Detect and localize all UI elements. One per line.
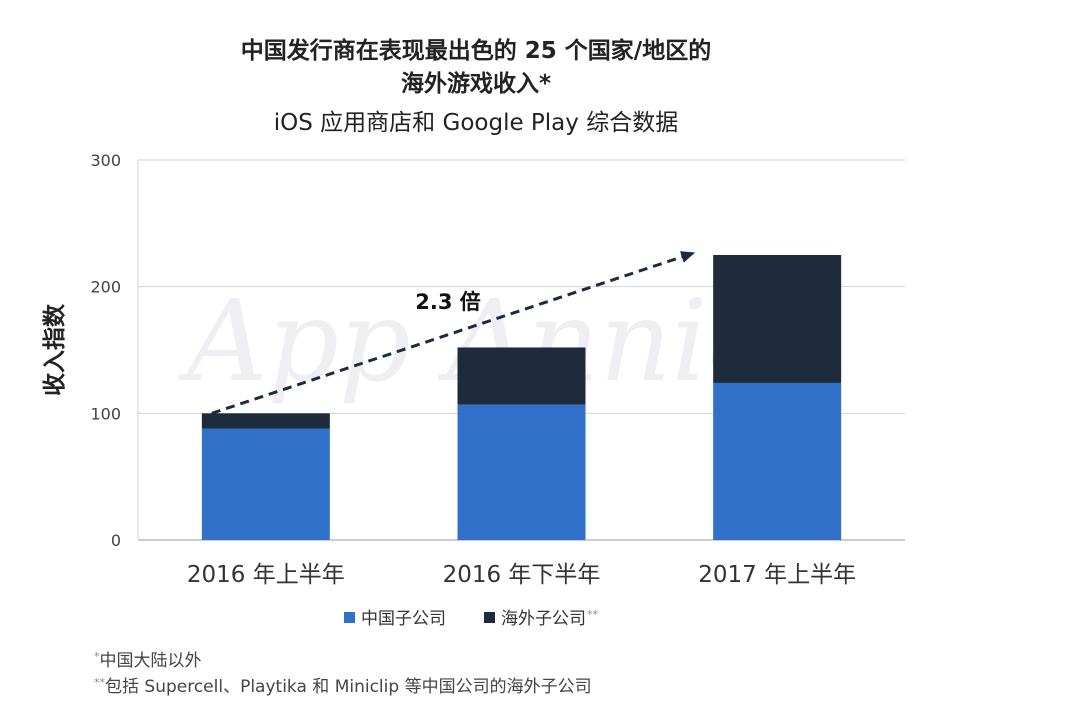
x-tick-label-2: 2017 年上半年 [698,562,856,588]
bar-0-0 [201,428,330,540]
legend-label-0: 中国子公司 [361,609,446,629]
legend-label-1: 海外子公司 [501,609,586,629]
bar-1-0 [201,413,330,429]
annotation: 2.3 倍 [211,251,696,415]
chart-title-line-1: 中国发行商在表现最出色的 25 个国家/地区的 [241,37,711,64]
annotation-label: 2.3 倍 [415,290,481,314]
footnote-2-mark: ** [94,676,106,689]
footnote-2-text: 包括 Supercell、Playtika 和 Miniclip 等中国公司的海… [105,677,592,697]
legend-sup-1: ** [587,608,599,621]
footnote-2: **包括 Supercell、Playtika 和 Miniclip 等中国公司… [94,676,592,697]
legend-swatch-1 [484,612,495,623]
y-axis-label: 收入指数 [41,303,68,396]
chart-title-line-2: 海外游戏收入* [401,70,551,97]
y-tick-label-0: 0 [111,531,121,550]
y-tick-label-200: 200 [90,278,121,297]
x-tick-label-1: 2016 年下半年 [443,562,601,588]
y-tick-label-300: 300 [90,151,121,170]
footnote-1-text: 中国大陆以外 [100,651,202,671]
bar-0-1 [457,404,586,540]
legend-swatch-0 [344,612,355,623]
x-tick-label-0: 2016 年上半年 [187,562,345,588]
annotation-arrow-head [679,251,696,263]
footnote-1: *中国大陆以外 [94,650,202,671]
bar-1-1 [457,347,586,405]
y-tick-labels: 0 100 200 300 [90,151,121,550]
annotation-arrow-line [211,253,690,415]
y-tick-label-100: 100 [90,404,121,423]
bars [201,255,842,540]
x-tick-labels: 2016 年上半年 2016 年下半年 2017 年上半年 [187,562,856,588]
chart-subtitle: iOS 应用商店和 Google Play 综合数据 [274,110,678,136]
footnote-1-mark: * [94,650,100,663]
bar-0-2 [713,382,842,540]
legend: 中国子公司 海外子公司 ** [344,608,599,629]
bar-1-2 [713,255,842,383]
